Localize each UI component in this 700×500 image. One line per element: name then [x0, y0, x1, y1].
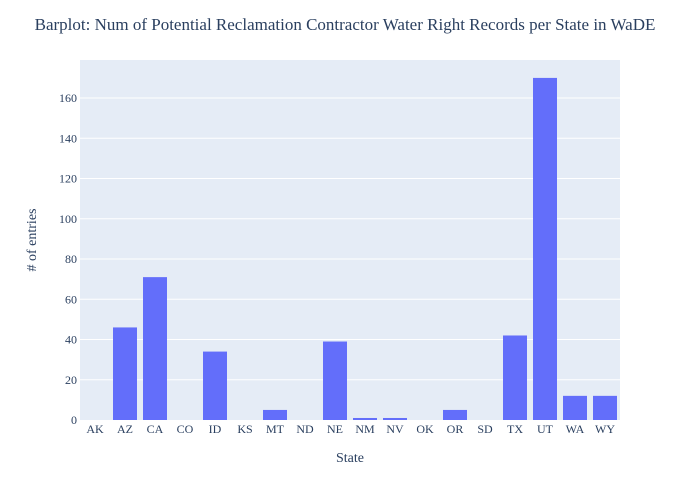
bar-ne: [323, 341, 347, 420]
y-tick-label: 40: [65, 333, 77, 347]
x-tick-label: AZ: [117, 422, 133, 436]
y-tick-label: 160: [59, 91, 77, 105]
y-tick-label: 20: [65, 373, 77, 387]
gridlines: [80, 97, 620, 381]
x-tick-label: OK: [416, 422, 434, 436]
bar-tx: [503, 335, 527, 420]
x-axis-title: State: [336, 451, 364, 466]
x-tick-label: NM: [355, 422, 375, 436]
bar-ca: [143, 277, 167, 420]
x-tick-label: OR: [447, 422, 464, 436]
x-tick-label: SD: [477, 422, 493, 436]
y-axis-title: # of entries: [25, 209, 40, 272]
y-axis-ticks: 0 20 40 60 80 100 120 140 160: [59, 91, 77, 427]
bar-ut: [533, 77, 557, 420]
bars: [113, 77, 617, 420]
bar-wa: [563, 395, 587, 420]
x-tick-label: NV: [386, 422, 404, 436]
x-tick-label: UT: [537, 422, 554, 436]
x-tick-label: ND: [296, 422, 314, 436]
x-tick-label: MT: [266, 422, 285, 436]
x-tick-label: CO: [177, 422, 194, 436]
bar-mt: [263, 409, 287, 420]
bar-nv: [383, 417, 407, 420]
bar-wy: [593, 395, 617, 420]
y-tick-label: 120: [59, 172, 77, 186]
y-tick-label: 100: [59, 212, 77, 226]
bar-az: [113, 327, 137, 420]
y-tick-label: 0: [71, 413, 77, 427]
x-tick-label: AK: [86, 422, 104, 436]
bar-id: [203, 351, 227, 420]
x-tick-label: ID: [209, 422, 222, 436]
plot-area: [80, 60, 620, 420]
x-tick-label: WY: [595, 422, 615, 436]
bar-or: [443, 409, 467, 420]
chart-title: Barplot: Num of Potential Reclamation Co…: [35, 15, 656, 34]
x-tick-label: WA: [566, 422, 585, 436]
y-tick-label: 140: [59, 131, 77, 145]
x-tick-label: KS: [237, 422, 252, 436]
x-tick-label: NE: [327, 422, 343, 436]
x-tick-label: CA: [147, 422, 164, 436]
x-tick-label: TX: [507, 422, 523, 436]
y-tick-label: 60: [65, 292, 77, 306]
y-tick-label: 80: [65, 252, 77, 266]
x-axis-ticks: AK AZ CA CO ID KS MT ND NE NM NV OK OR SD TX UT WA WY: [86, 422, 615, 436]
bar-nm: [353, 417, 377, 420]
